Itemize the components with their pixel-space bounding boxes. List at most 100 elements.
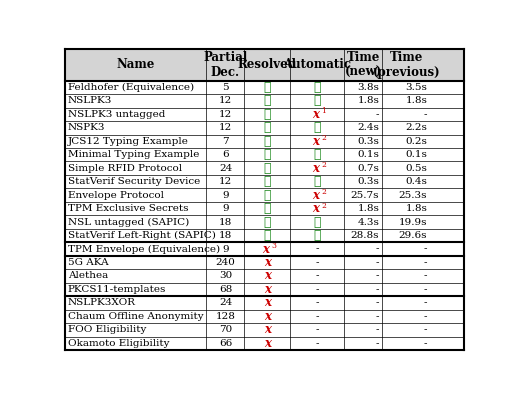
Text: x: x — [264, 256, 271, 269]
Text: 2: 2 — [321, 202, 326, 210]
Text: 128: 128 — [216, 312, 235, 321]
Text: -: - — [376, 285, 379, 294]
Text: ✓: ✓ — [264, 81, 271, 94]
Text: x: x — [264, 283, 271, 296]
Text: 12: 12 — [219, 97, 232, 105]
Text: -: - — [376, 325, 379, 335]
Text: 28.8s: 28.8s — [351, 231, 379, 240]
Text: ✓: ✓ — [314, 94, 321, 107]
Text: 0.1s: 0.1s — [406, 150, 427, 159]
Text: 9: 9 — [222, 245, 229, 253]
Text: 240: 240 — [216, 258, 235, 267]
Text: ✓: ✓ — [314, 175, 321, 188]
Text: 3.5s: 3.5s — [406, 83, 427, 92]
Text: 4.3s: 4.3s — [358, 217, 379, 227]
Text: 0.4s: 0.4s — [406, 177, 427, 186]
Text: ✓: ✓ — [264, 121, 271, 134]
Text: 24: 24 — [219, 298, 232, 307]
Text: 0.5s: 0.5s — [406, 164, 427, 173]
Text: 1: 1 — [321, 107, 326, 115]
Text: NSLPK3XOR: NSLPK3XOR — [68, 298, 136, 307]
Text: -: - — [316, 285, 319, 294]
Text: x: x — [264, 269, 271, 282]
Text: -: - — [316, 312, 319, 321]
Text: Minimal Typing Example: Minimal Typing Example — [68, 150, 199, 159]
Text: 12: 12 — [219, 177, 232, 186]
Text: -: - — [316, 339, 319, 348]
Text: 19.9s: 19.9s — [399, 217, 427, 227]
Text: ✓: ✓ — [314, 121, 321, 134]
Text: Alethea: Alethea — [68, 271, 108, 281]
Text: Chaum Offline Anonymity: Chaum Offline Anonymity — [68, 312, 203, 321]
Text: 1.8s: 1.8s — [358, 97, 379, 105]
Text: 12: 12 — [219, 110, 232, 119]
Text: -: - — [376, 271, 379, 281]
Text: NSLPK3 untagged: NSLPK3 untagged — [68, 110, 165, 119]
Bar — [64, 49, 464, 81]
Text: ✓: ✓ — [264, 175, 271, 188]
Text: 2: 2 — [321, 188, 326, 196]
Text: Automatic: Automatic — [283, 58, 351, 71]
Text: -: - — [424, 339, 427, 348]
Text: ✓: ✓ — [314, 148, 321, 161]
Text: TPM Envelope (Equivalence): TPM Envelope (Equivalence) — [68, 244, 220, 254]
Text: JCS12 Typing Example: JCS12 Typing Example — [68, 137, 188, 146]
Text: 24: 24 — [219, 164, 232, 173]
Text: 2.4s: 2.4s — [358, 123, 379, 132]
Text: NSPK3: NSPK3 — [68, 123, 105, 132]
Text: 2.2s: 2.2s — [406, 123, 427, 132]
Text: Name: Name — [116, 58, 155, 71]
Text: 6: 6 — [222, 150, 229, 159]
Text: ✓: ✓ — [264, 135, 271, 148]
Text: x: x — [313, 162, 319, 175]
Text: PKCS11-templates: PKCS11-templates — [68, 285, 166, 294]
Text: x: x — [313, 135, 319, 148]
Text: 0.1s: 0.1s — [358, 150, 379, 159]
Text: -: - — [424, 258, 427, 267]
Text: -: - — [316, 271, 319, 281]
Text: -: - — [424, 110, 427, 119]
Text: 12: 12 — [219, 123, 232, 132]
Text: ✓: ✓ — [264, 108, 271, 121]
Text: 9: 9 — [222, 204, 229, 213]
Text: ✓: ✓ — [314, 81, 321, 94]
Text: ✓: ✓ — [264, 189, 271, 202]
Text: -: - — [316, 258, 319, 267]
Text: -: - — [316, 325, 319, 335]
Text: 3.8s: 3.8s — [358, 83, 379, 92]
Text: x: x — [313, 202, 319, 215]
Text: -: - — [376, 110, 379, 119]
Text: NSL untagged (SAPIC): NSL untagged (SAPIC) — [68, 217, 189, 227]
Text: FOO Eligibility: FOO Eligibility — [68, 325, 146, 335]
Text: ✓: ✓ — [314, 216, 321, 229]
Text: Okamoto Eligibility: Okamoto Eligibility — [68, 339, 169, 348]
Text: ✓: ✓ — [314, 229, 321, 242]
Text: 68: 68 — [219, 285, 232, 294]
Text: -: - — [316, 298, 319, 307]
Text: Envelope Protocol: Envelope Protocol — [68, 191, 164, 200]
Text: ✓: ✓ — [264, 148, 271, 161]
Text: -: - — [424, 312, 427, 321]
Text: Feldhofer (Equivalence): Feldhofer (Equivalence) — [68, 83, 194, 92]
Text: -: - — [376, 298, 379, 307]
Text: x: x — [264, 337, 271, 350]
Text: 1.8s: 1.8s — [358, 204, 379, 213]
Text: -: - — [316, 245, 319, 253]
Text: 66: 66 — [219, 339, 232, 348]
Text: -: - — [376, 312, 379, 321]
Text: StatVerif Security Device: StatVerif Security Device — [68, 177, 200, 186]
Text: ✓: ✓ — [264, 229, 271, 242]
Text: -: - — [424, 298, 427, 307]
Text: 0.7s: 0.7s — [358, 164, 379, 173]
Text: 2: 2 — [321, 134, 326, 142]
Text: x: x — [264, 296, 271, 309]
Text: -: - — [376, 258, 379, 267]
Text: x: x — [263, 243, 270, 256]
Text: 5G AKA: 5G AKA — [68, 258, 108, 267]
Text: 25.7s: 25.7s — [351, 191, 379, 200]
Text: -: - — [376, 245, 379, 253]
Text: Simple RFID Protocol: Simple RFID Protocol — [68, 164, 182, 173]
Text: -: - — [424, 245, 427, 253]
Text: x: x — [264, 323, 271, 336]
Text: 2: 2 — [321, 161, 326, 169]
